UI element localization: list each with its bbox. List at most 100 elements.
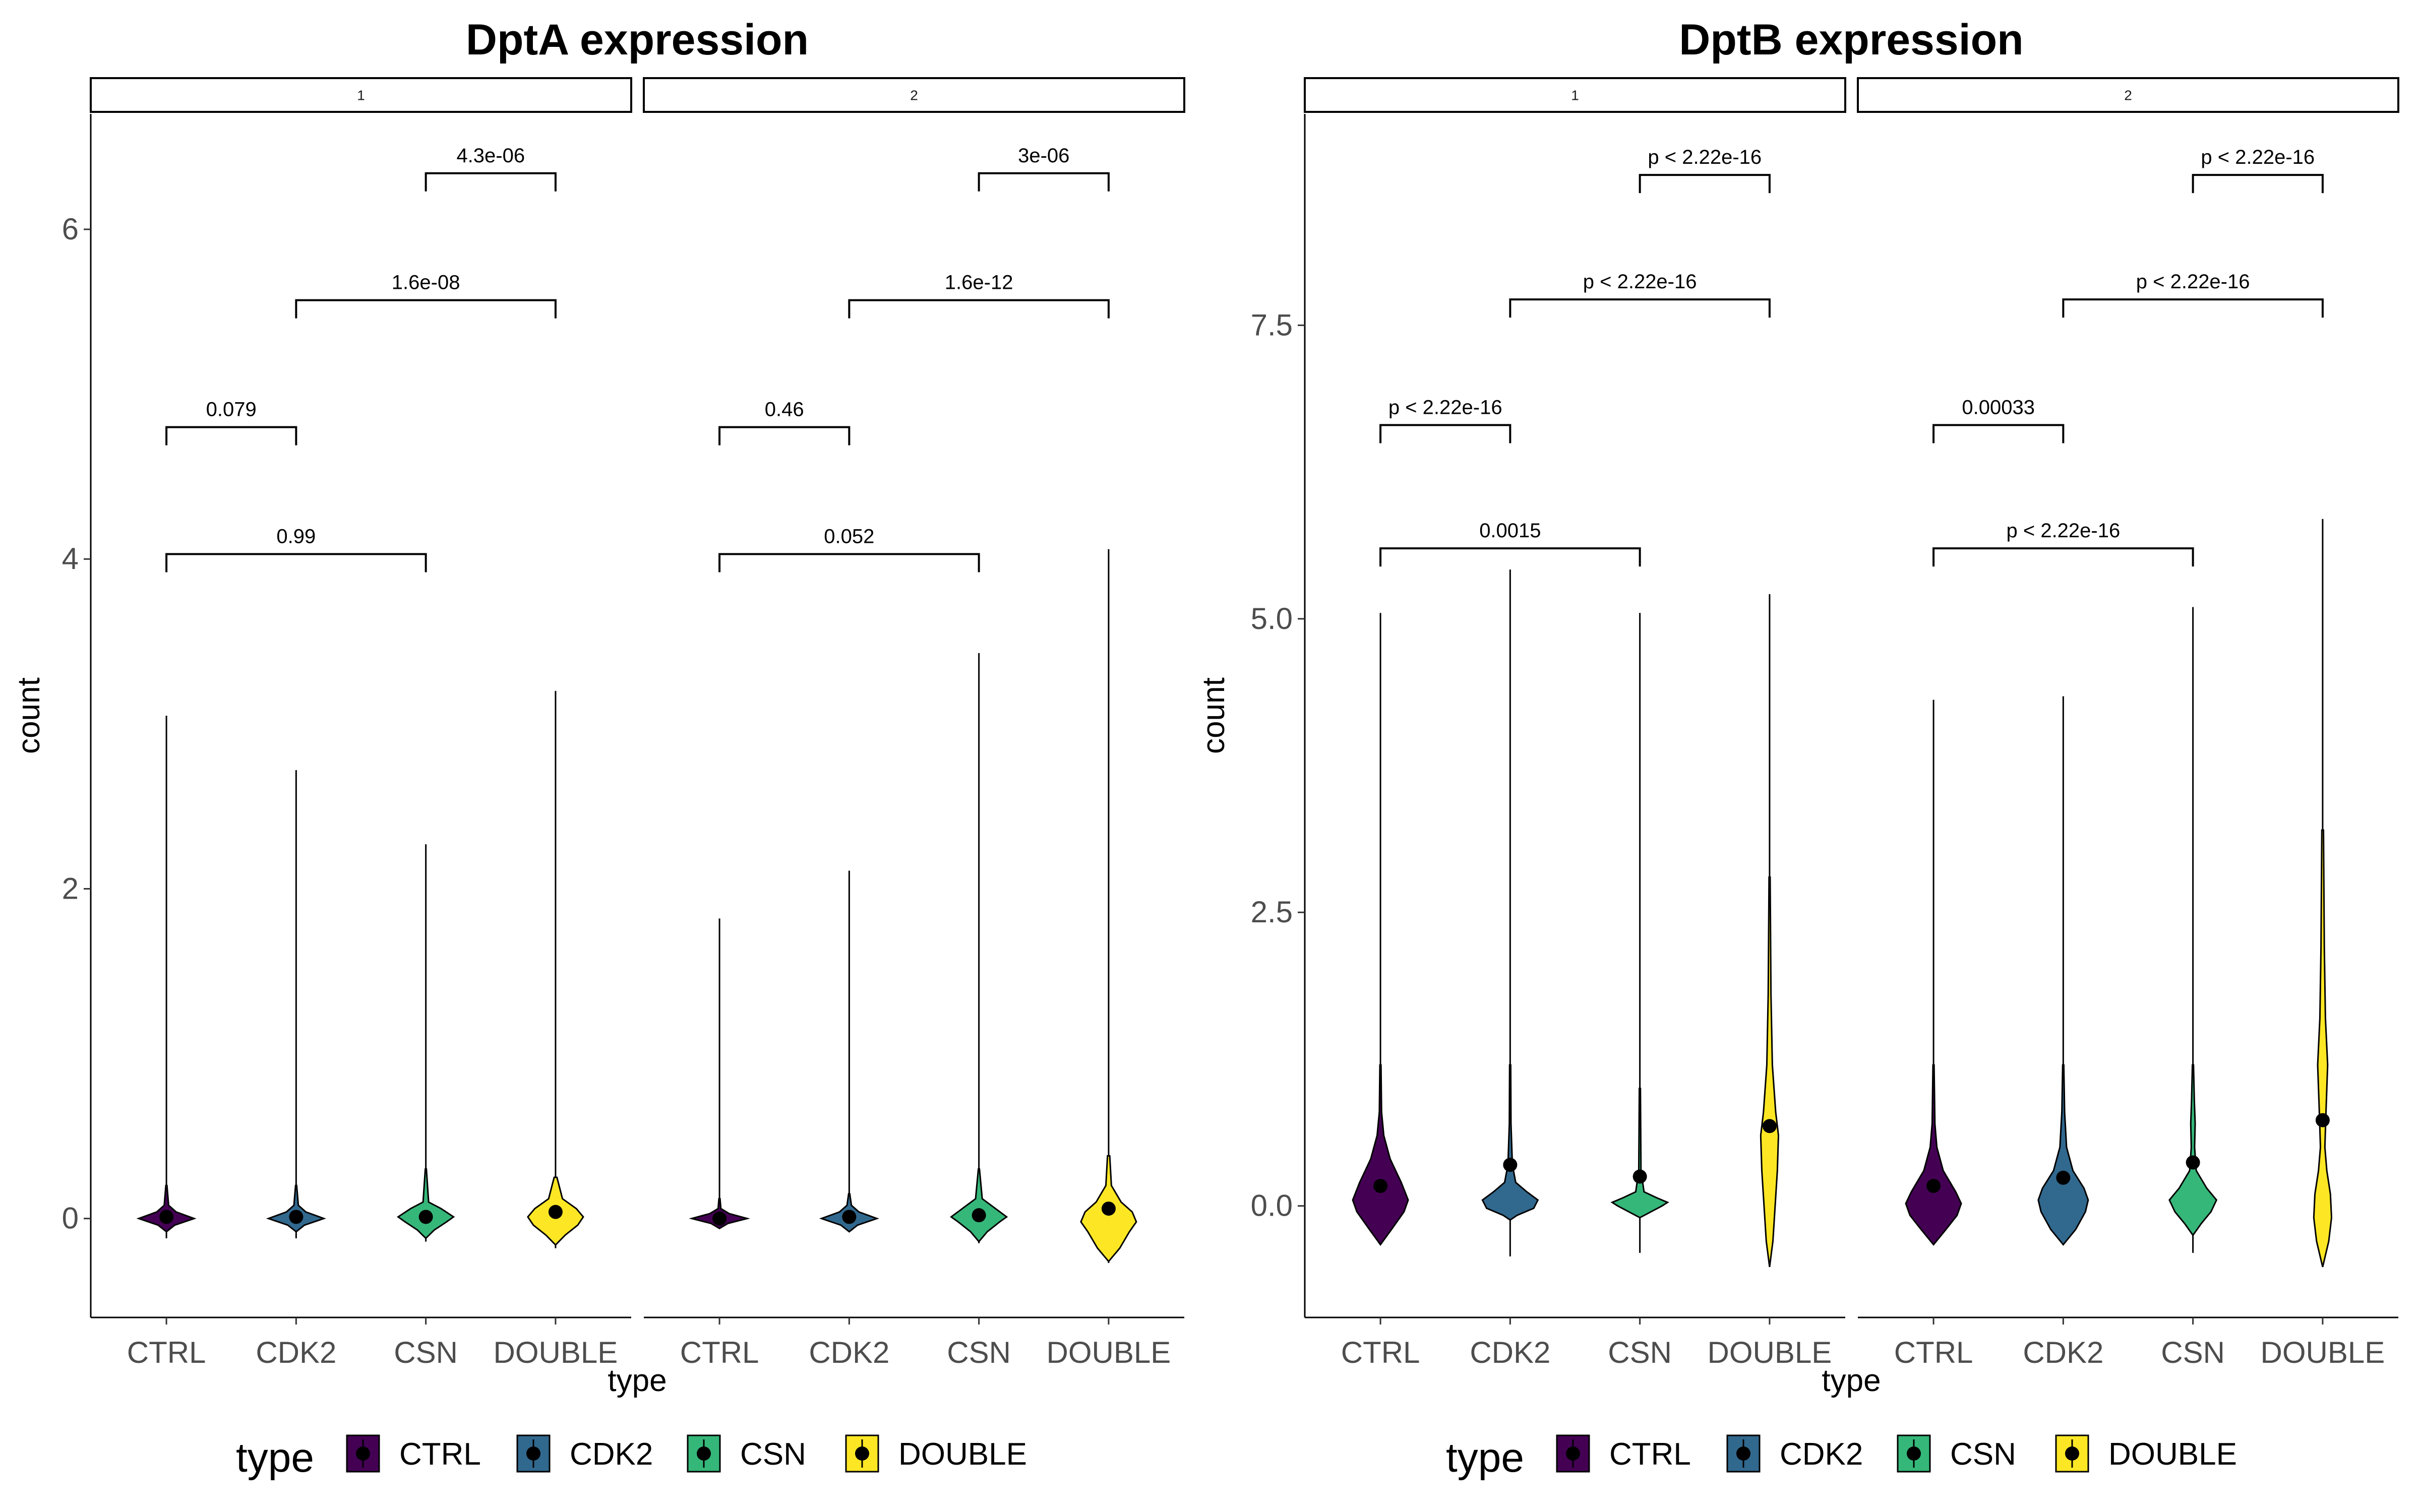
comparison-bracket: 1.6e-08	[295, 272, 557, 319]
p-value-label: p < 2.22e-16	[2136, 271, 2250, 293]
p-value-label: 3e-06	[1018, 145, 1069, 167]
bracket-line	[1639, 174, 1771, 194]
legend-label: CDK2	[1780, 1437, 1863, 1472]
legend-item-cdk2: CDK2	[1726, 1434, 1863, 1473]
y-tick-label: 5.0	[1251, 602, 1293, 636]
violin-double	[1760, 594, 1780, 1268]
comparison-bracket: 0.0015	[1379, 520, 1641, 567]
x-tick-label: DOUBLE	[1047, 1336, 1171, 1369]
bracket-line	[848, 299, 1110, 319]
mean-point	[1503, 1158, 1518, 1172]
y-tick-label: 6	[62, 212, 79, 246]
legend-item-ctrl: CTRL	[346, 1434, 481, 1473]
p-value-label: p < 2.22e-16	[1583, 271, 1697, 293]
x-tick-label: DOUBLE	[2261, 1336, 2385, 1369]
p-value-label: 1.6e-08	[392, 272, 460, 294]
mean-point	[712, 1211, 727, 1226]
violin-csn	[2168, 607, 2218, 1253]
mean-point	[1632, 1169, 1647, 1184]
bracket-line	[718, 426, 851, 446]
y-tick-label: 2	[62, 871, 79, 905]
violin-ctrl	[1352, 613, 1409, 1246]
p-value-label: 4.3e-06	[456, 145, 525, 167]
mean-point	[2315, 1113, 2330, 1127]
p-value-label: 0.0015	[1479, 520, 1541, 542]
y-tick-label: 0.0	[1251, 1189, 1293, 1223]
violin-body	[2037, 1064, 2089, 1246]
mean-point	[548, 1205, 563, 1219]
facet-strip	[90, 77, 632, 113]
comparison-bracket: 0.99	[165, 525, 427, 573]
mean-point	[159, 1210, 174, 1224]
y-tick-label: 4	[62, 542, 79, 576]
bracket-line	[1932, 547, 2194, 567]
x-tick-label: CDK2	[256, 1336, 336, 1369]
violin-body	[396, 1168, 455, 1240]
bracket-line	[2192, 174, 2324, 194]
bracket-line	[1932, 424, 2065, 444]
legend-label: DOUBLE	[898, 1437, 1027, 1472]
violin-cdk2	[819, 870, 879, 1233]
violin-ctrl	[136, 716, 197, 1238]
mean-point	[1373, 1179, 1388, 1193]
legend-label: CSN	[1950, 1437, 2016, 1472]
plot-1: DptA expression 0 2 4 6 count type 1 CTRL CDK2 CSN…	[12, 16, 1185, 1481]
facet-strip-label: 2	[2124, 88, 2132, 103]
facet-panel-2: 2 CTRL CDK2 CSN DOUBLE p < 2.22e-16 0.00033 p <…	[1857, 77, 2399, 1369]
legend-key-point	[1566, 1446, 1580, 1461]
facet-panel-2: 2 CTRL CDK2 CSN DOUBLE 0.052 0.46 1.6e-12 3e-06	[643, 77, 1185, 1369]
mean-point	[2186, 1155, 2200, 1170]
violin-ctrl	[689, 918, 750, 1230]
y-tick-label: 2.5	[1251, 895, 1293, 929]
legend-key-point	[855, 1446, 869, 1461]
mean-point	[972, 1208, 986, 1223]
violin-double	[2313, 519, 2333, 1268]
comparison-bracket: 0.46	[718, 399, 851, 446]
comparison-bracket: 0.079	[165, 399, 297, 446]
x-tick-label: CTRL	[680, 1336, 759, 1369]
x-tick-label: CTRL	[1894, 1336, 1973, 1369]
violin-ctrl	[1905, 700, 1962, 1246]
plot-title: DptA expression	[466, 16, 809, 64]
legend: type CTRL CDK2 CSN DOUBLE	[236, 1434, 1027, 1481]
bracket-line	[165, 553, 427, 573]
facet-strip-label: 1	[1571, 88, 1579, 103]
comparison-bracket: p < 2.22e-16	[2192, 146, 2324, 194]
violin-csn	[396, 844, 455, 1242]
plot-2: DptB expression 0.0 2.5 5.0 7.5 count type 1 CTR…	[1196, 16, 2399, 1481]
facet-strip	[1304, 77, 1846, 113]
legend-key-point	[2065, 1446, 2079, 1461]
legend-item-double: DOUBLE	[845, 1434, 1027, 1473]
bracket-line	[295, 299, 557, 319]
comparison-bracket: p < 2.22e-16	[1639, 146, 1771, 194]
violin-body	[2313, 829, 2333, 1268]
p-value-label: 0.46	[765, 399, 804, 421]
comparison-bracket: p < 2.22e-16	[1932, 520, 2194, 567]
comparison-bracket: 0.052	[718, 525, 980, 573]
legend-item-double: DOUBLE	[2055, 1434, 2237, 1473]
violin-cdk2	[2037, 696, 2089, 1246]
violin-double	[527, 690, 584, 1248]
legend-label: CSN	[740, 1437, 806, 1472]
bracket-line	[1379, 547, 1641, 567]
x-tick-label: CDK2	[809, 1336, 889, 1369]
mean-point	[1926, 1179, 1941, 1193]
x-tick-label: CSN	[1608, 1336, 1672, 1369]
bracket-line	[718, 553, 980, 573]
x-axis-title: type	[1822, 1363, 1881, 1398]
x-tick-label: CSN	[394, 1336, 458, 1369]
x-tick-label: CSN	[947, 1336, 1011, 1369]
violin-double	[1080, 549, 1137, 1264]
legend-key-point	[697, 1446, 711, 1461]
legend-label: CTRL	[399, 1437, 481, 1472]
legend-item-csn: CSN	[1897, 1434, 2016, 1473]
facet-panel-1: 1 CTRL CDK2 CSN DOUBLE 0.99 0.079 1.6e-08 4.3e-0…	[90, 77, 632, 1369]
violin-body	[2168, 1064, 2218, 1237]
comparison-bracket: 0.00033	[1932, 396, 2065, 444]
mean-point	[842, 1210, 857, 1224]
y-tick-label: 7.5	[1251, 308, 1293, 342]
legend-item-ctrl: CTRL	[1556, 1434, 1691, 1473]
mean-point	[418, 1210, 433, 1224]
legend-item-csn: CSN	[687, 1434, 806, 1473]
